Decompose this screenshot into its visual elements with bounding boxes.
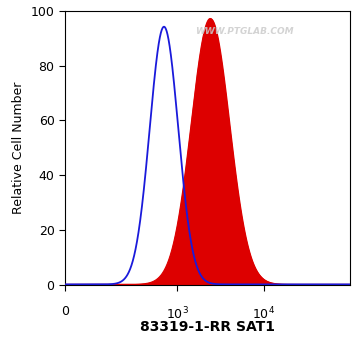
Text: 0: 0 — [61, 305, 69, 318]
Text: WWW.PTGLAB.COM: WWW.PTGLAB.COM — [195, 27, 294, 36]
Y-axis label: Relative Cell Number: Relative Cell Number — [12, 82, 25, 214]
Text: $10^3$: $10^3$ — [166, 305, 189, 322]
X-axis label: 83319-1-RR SAT1: 83319-1-RR SAT1 — [140, 320, 275, 334]
Text: $10^4$: $10^4$ — [252, 305, 275, 322]
